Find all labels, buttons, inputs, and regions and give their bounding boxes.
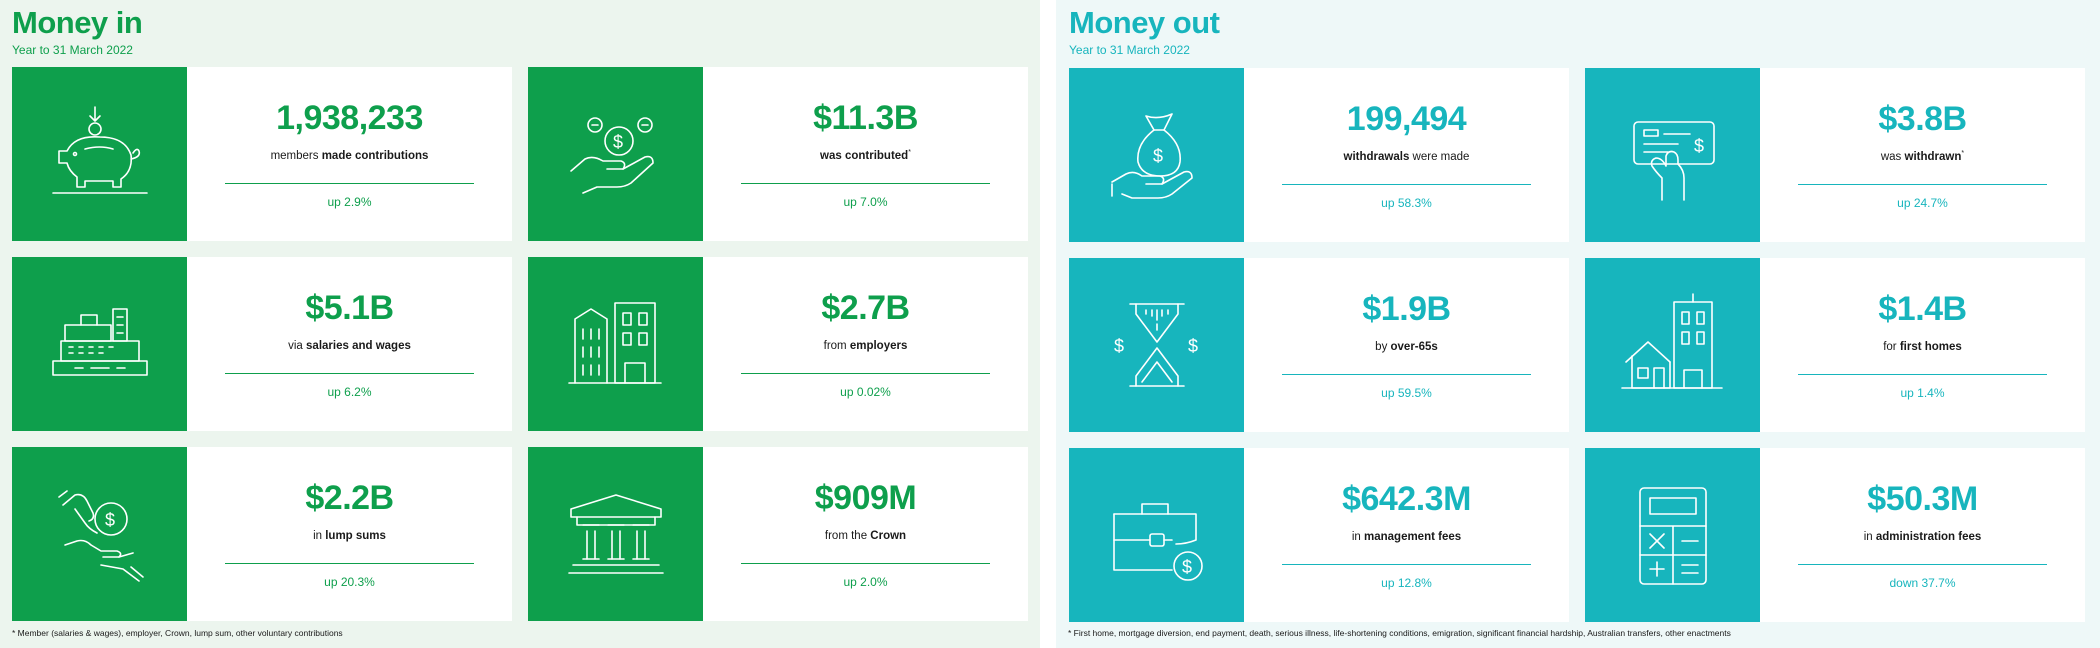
- svg-text:$: $: [1153, 146, 1163, 166]
- stat-value: $1.9B: [1362, 290, 1451, 328]
- stat-change: up 2.9%: [327, 195, 372, 209]
- hourglass-dollar-icon: $ $: [1069, 258, 1244, 432]
- money-out-subtitle: Year to 31 March 2022: [1069, 43, 1190, 57]
- divider: [225, 183, 474, 184]
- stat-description: via salaries and wages: [288, 339, 411, 352]
- stat-card-salaries-wages: $5.1B via salaries and wages up 6.2%: [12, 257, 512, 431]
- svg-text:$: $: [105, 510, 115, 530]
- stat-description: members made contributions: [270, 149, 429, 162]
- piggy-bank-icon: [12, 67, 187, 241]
- money-in-title: Money in: [12, 5, 143, 40]
- svg-text:$: $: [1188, 336, 1198, 356]
- stat-change: up 1.4%: [1900, 386, 1945, 400]
- office-buildings-icon: [528, 257, 703, 431]
- divider: [741, 373, 990, 374]
- stat-description: in management fees: [1351, 530, 1462, 543]
- money-in-footnote: * Member (salaries & wages), employer, C…: [12, 628, 343, 638]
- money-bag-hand-icon: $: [1069, 68, 1244, 242]
- stat-change: down 37.7%: [1889, 576, 1956, 590]
- divider: [225, 373, 474, 374]
- money-in-panel: Money in Year to 31 March 2022 1,938,233…: [0, 0, 1040, 648]
- stat-change: up 20.3%: [324, 575, 375, 589]
- stat-change: up 12.8%: [1381, 576, 1432, 590]
- svg-text:$: $: [1182, 557, 1192, 577]
- stat-description: was contributed*: [820, 149, 911, 162]
- divider: [1282, 564, 1531, 565]
- svg-text:$: $: [613, 132, 623, 152]
- stat-value: $3.8B: [1878, 100, 1967, 138]
- stat-change: up 59.5%: [1381, 386, 1432, 400]
- stat-value: 1,938,233: [276, 99, 423, 137]
- cheque-hand-icon: $: [1585, 68, 1760, 242]
- stat-change: up 7.0%: [843, 195, 888, 209]
- stat-card-administration-fees: $50.3M in administration fees down 37.7%: [1585, 448, 2085, 622]
- stat-value: $5.1B: [305, 289, 394, 327]
- government-building-icon: [528, 447, 703, 621]
- stat-value: $2.2B: [305, 479, 394, 517]
- divider: [225, 563, 474, 564]
- stat-description: from the Crown: [824, 529, 907, 542]
- briefcase-dollar-icon: $: [1069, 448, 1244, 622]
- stat-value: $909M: [814, 479, 917, 517]
- stat-card-crown: $909M from the Crown up 2.0%: [528, 447, 1028, 621]
- hands-coin-icon: $: [12, 447, 187, 621]
- divider: [1282, 184, 1531, 185]
- divider: [741, 563, 990, 564]
- stat-card-management-fees: $ $642.3M in management fees up 12.8%: [1069, 448, 1569, 622]
- stat-card-employers: $2.7B from employers up 0.02%: [528, 257, 1028, 431]
- calculator-icon: [1585, 448, 1760, 622]
- stat-card-over-65s: $ $ $1.9B by over-65s up 59.5%: [1069, 258, 1569, 432]
- stat-description: in administration fees: [1863, 530, 1982, 543]
- stat-change: up 2.0%: [843, 575, 888, 589]
- stat-card-was-contributed: $ $11.3B was contributed* up 7.0%: [528, 67, 1028, 241]
- svg-text:$: $: [1114, 336, 1124, 356]
- stat-card-withdrawn: $ $3.8B was withdrawn* up 24.7%: [1585, 68, 2085, 242]
- stat-value: $1.4B: [1878, 290, 1967, 328]
- stat-change: up 0.02%: [840, 385, 891, 399]
- hand-coins-icon: $: [528, 67, 703, 241]
- money-out-title: Money out: [1069, 5, 1220, 40]
- stat-description: by over-65s: [1375, 340, 1438, 353]
- stat-description: was withdrawn*: [1880, 150, 1965, 163]
- stat-description: withdrawals were made: [1343, 150, 1470, 163]
- divider: [1798, 564, 2047, 565]
- stat-value: $50.3M: [1867, 480, 1978, 518]
- stat-description: from employers: [823, 339, 908, 352]
- stat-value: 199,494: [1346, 100, 1467, 138]
- stat-value: $642.3M: [1342, 480, 1471, 518]
- divider: [1282, 374, 1531, 375]
- money-out-panel: Money out Year to 31 March 2022 $ 199,49…: [1056, 0, 2100, 648]
- stat-description: for first homes: [1883, 340, 1962, 353]
- stat-value: $11.3B: [813, 99, 918, 137]
- stat-change: up 6.2%: [327, 385, 372, 399]
- stat-card-withdrawals: $ 199,494 withdrawals were made up 58.3%: [1069, 68, 1569, 242]
- money-in-subtitle: Year to 31 March 2022: [12, 43, 133, 57]
- divider: [741, 183, 990, 184]
- stat-card-first-homes: $1.4B for first homes up 1.4%: [1585, 258, 2085, 432]
- divider: [1798, 374, 2047, 375]
- svg-text:$: $: [1694, 136, 1704, 156]
- stat-card-lump-sums: $ $2.2B in lump sums up 20.3%: [12, 447, 512, 621]
- stat-change: up 58.3%: [1381, 196, 1432, 210]
- stat-change: up 24.7%: [1897, 196, 1948, 210]
- divider: [1798, 184, 2047, 185]
- cash-register-icon: [12, 257, 187, 431]
- stat-card-members-contributions: 1,938,233 members made contributions up …: [12, 67, 512, 241]
- stat-value: $2.7B: [821, 289, 910, 327]
- stat-description: in lump sums: [313, 529, 386, 542]
- money-out-footnote: * First home, mortgage diversion, end pa…: [1068, 628, 1731, 638]
- house-building-icon: [1585, 258, 1760, 432]
